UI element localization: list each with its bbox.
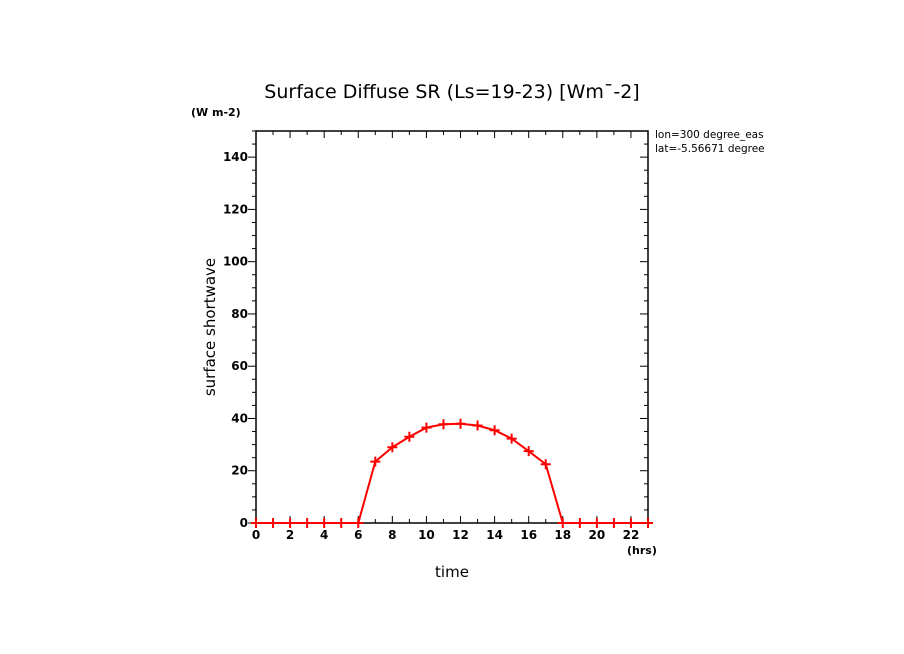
data-point xyxy=(557,518,568,528)
data-point xyxy=(540,459,551,470)
y-unit-label: (W m-2) xyxy=(191,106,241,119)
data-point xyxy=(574,518,585,528)
y-tick-label: 20 xyxy=(231,464,248,478)
data-point xyxy=(643,518,653,528)
x-tick-label: 18 xyxy=(554,528,571,542)
data-point xyxy=(353,518,364,528)
y-axis-label: surface shortwave xyxy=(201,258,219,396)
data-point xyxy=(387,442,398,453)
data-point xyxy=(472,420,483,431)
data-point xyxy=(489,425,500,436)
chart-title: Surface Diffuse SR (Ls=19-23) [Wm¯-2] xyxy=(264,81,639,103)
x-tick-label: 20 xyxy=(589,528,606,542)
data-point xyxy=(285,518,296,528)
y-tick-label: 0 xyxy=(240,516,248,530)
y-tick-label: 60 xyxy=(231,359,248,373)
x-tick-label: 8 xyxy=(388,528,396,542)
series-line xyxy=(256,422,648,524)
y-tick-label: 40 xyxy=(231,411,248,425)
data-point xyxy=(608,518,619,528)
data-point xyxy=(319,518,330,528)
data-point xyxy=(268,518,279,528)
x-tick-label: 22 xyxy=(623,528,640,542)
x-tick-label: 12 xyxy=(452,528,469,542)
data-point xyxy=(523,446,534,457)
data-point xyxy=(625,518,636,528)
x-axis-label: time xyxy=(435,563,469,581)
x-tick-label: 6 xyxy=(354,528,362,542)
x-tick-label: 0 xyxy=(252,528,260,542)
data-point xyxy=(251,518,261,528)
x-tick-label: 2 xyxy=(286,528,294,542)
data-point xyxy=(506,433,517,444)
plot-frame xyxy=(255,130,649,524)
data-point xyxy=(370,456,381,467)
y-tick-label: 80 xyxy=(231,307,248,321)
x-tick-label: 4 xyxy=(320,528,328,542)
x-tick-label: 16 xyxy=(520,528,537,542)
data-point xyxy=(438,419,449,430)
y-tick-label: 140 xyxy=(223,150,248,164)
data-point xyxy=(404,431,415,442)
y-tick-label: 100 xyxy=(223,255,248,269)
data-point xyxy=(591,518,602,528)
x-tick-label: 10 xyxy=(418,528,435,542)
y-tick-label: 120 xyxy=(223,202,248,216)
data-point xyxy=(302,518,313,528)
data-point xyxy=(421,422,432,433)
x-tick-label: 14 xyxy=(486,528,503,542)
lon-annotation: lon=300 degree_eas xyxy=(655,129,764,141)
data-point xyxy=(455,418,466,429)
lat-annotation: lat=-5.56671 degree xyxy=(655,143,765,155)
data-point xyxy=(336,518,347,528)
x-unit-label: (hrs) xyxy=(627,544,657,557)
